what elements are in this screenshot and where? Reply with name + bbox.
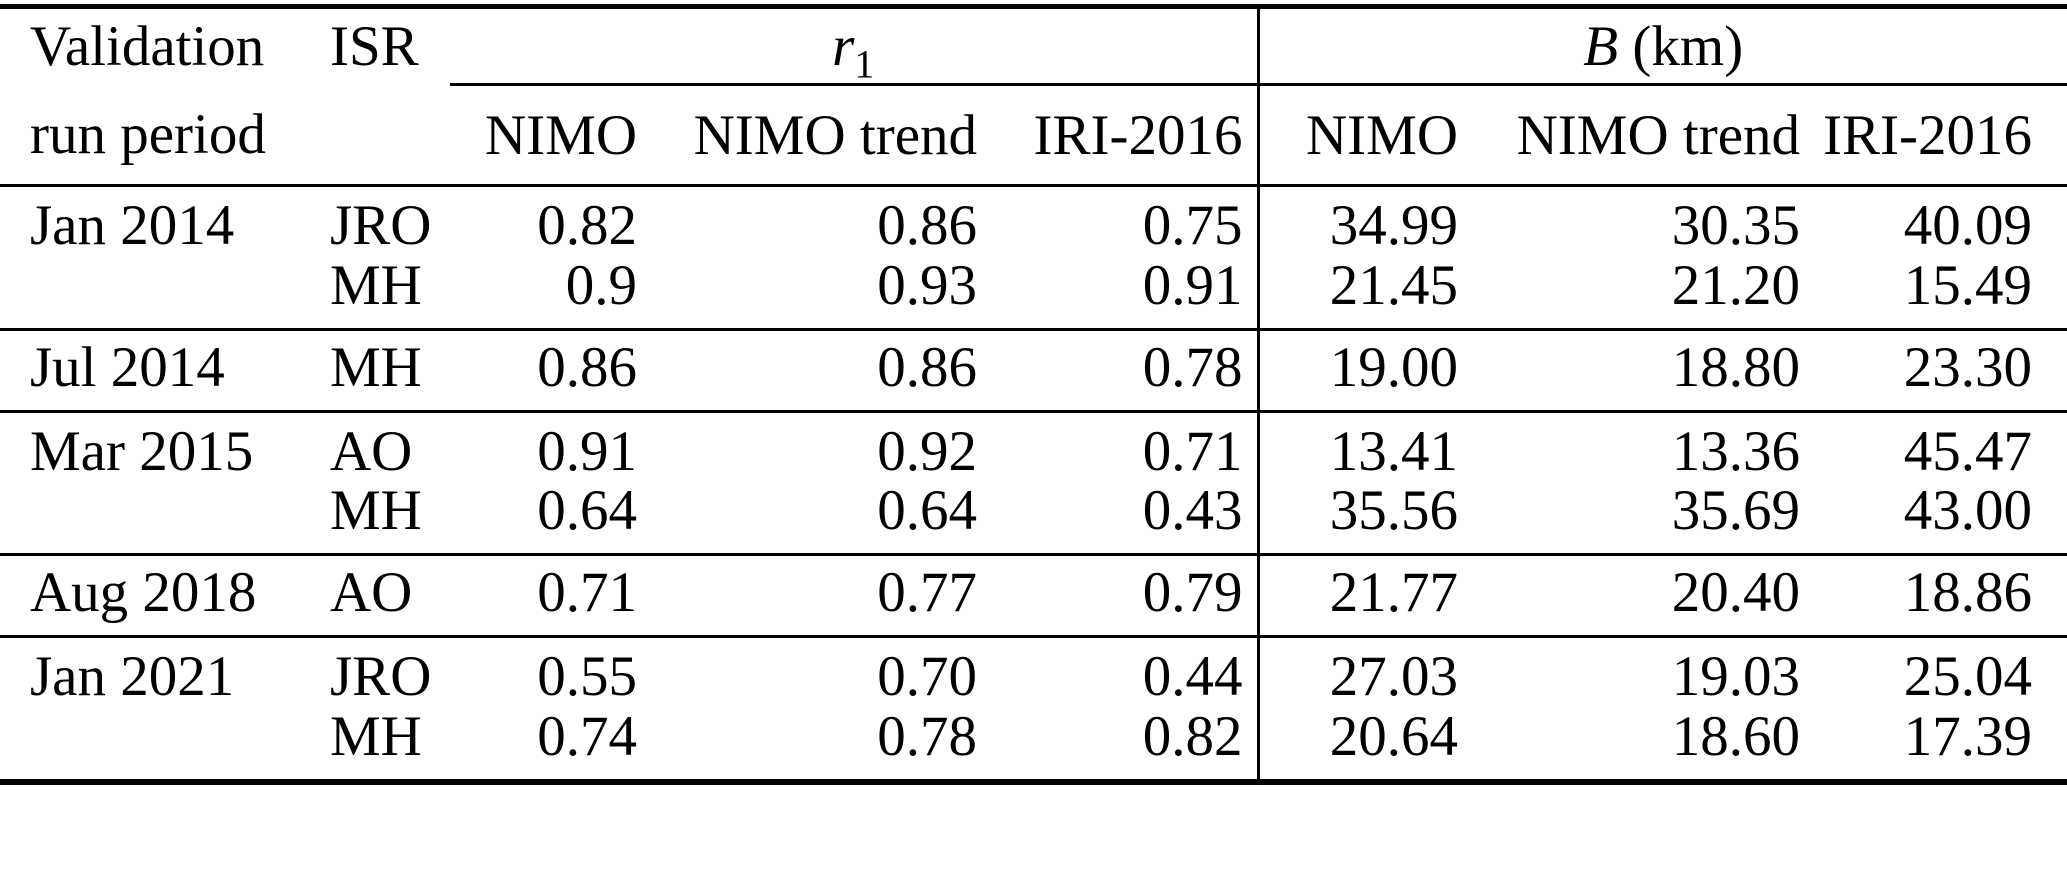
cell-b-iri2016: 40.09	[1903, 194, 2032, 258]
cell-r1-nimo: 0.91	[537, 419, 637, 483]
cell-b-nimo-trend: 21.20	[1461, 256, 1803, 331]
r1-subscript: 1	[854, 40, 875, 86]
table-row-jan2014-jro: Jan 2014 JRO 0.82 0.86 0.75 34.99 30.35 …	[0, 185, 2067, 258]
cell-r1-nimo-trend: 0.86	[640, 329, 980, 413]
cell-r1-iri2016: 0.91	[980, 256, 1258, 331]
cell-r1-nimo: 0.55	[537, 645, 637, 709]
cell-b-nimo: 34.99	[1256, 185, 1461, 257]
cell-r1-nimo: 0.71	[450, 554, 640, 638]
table-row-jan2014-mh: MH 0.9 0.93 0.91 21.45 21.20 15.49	[0, 256, 2067, 331]
header-row-groups: Validation ISR r1 B (km)	[0, 6, 2067, 86]
cell-period: Jan 2014	[30, 194, 235, 258]
cell-isr: JRO	[330, 194, 432, 258]
cell-isr: MH	[330, 256, 450, 331]
cell-r1-nimo-trend: 0.70	[877, 645, 977, 709]
cell-b-nimo-trend: 19.03	[1671, 645, 1800, 709]
cell-r1-nimo: 0.86	[450, 329, 640, 413]
cell-r1-iri2016: 0.82	[980, 707, 1258, 783]
table-body: Jan 2014 JRO 0.82 0.86 0.75 34.99 30.35 …	[0, 185, 2067, 783]
cell-b-nimo: 35.56	[1256, 482, 1461, 556]
cell-period	[0, 707, 330, 783]
cell-r1-nimo-trend: 0.78	[640, 707, 980, 783]
cell-period: Mar 2015	[30, 419, 254, 483]
table-row-jul2014-mh: Jul 2014 MH 0.86 0.86 0.78 19.00 18.80 2…	[0, 329, 2067, 413]
cell-b-iri2016: 43.00	[1803, 482, 2067, 556]
cell-b-nimo-trend: 20.40	[1461, 554, 1803, 638]
cell-b-nimo-trend: 30.35	[1671, 194, 1800, 258]
cell-b-iri2016: 45.47	[1903, 419, 2032, 483]
cell-b-nimo: 27.03	[1256, 636, 1461, 708]
cell-period: Jan 2021	[30, 645, 235, 709]
cell-period	[0, 482, 330, 556]
cell-period: Aug 2018	[0, 554, 330, 638]
cell-isr: AO	[330, 554, 450, 638]
cell-isr: JRO	[330, 645, 432, 709]
table-row-mar2015-mh: MH 0.64 0.64 0.43 35.56 35.69 43.00	[0, 482, 2067, 556]
b-symbol: B	[1583, 14, 1619, 78]
cell-r1-iri2016: 0.43	[980, 482, 1258, 556]
header-b-iri2016: IRI-2016	[1803, 84, 2067, 187]
b-unit: (km)	[1618, 14, 1744, 78]
table-row-jan2021-mh: MH 0.74 0.78 0.82 20.64 18.60 17.39	[0, 707, 2067, 783]
cell-r1-nimo-trend: 0.64	[640, 482, 980, 556]
cell-r1-iri2016: 0.71	[1142, 419, 1243, 483]
cell-b-nimo-trend: 18.80	[1461, 329, 1803, 413]
cell-isr: AO	[330, 419, 413, 483]
header-b-nimo: NIMO	[1256, 84, 1461, 187]
cell-b-nimo: 19.00	[1256, 329, 1461, 413]
cell-r1-nimo-trend: 0.92	[877, 419, 977, 483]
header-validation: Validation	[30, 15, 265, 79]
cell-b-nimo-trend: 13.36	[1671, 419, 1800, 483]
table-row-aug2018-ao: Aug 2018 AO 0.71 0.77 0.79 21.77 20.40 1…	[0, 554, 2067, 638]
cell-b-iri2016: 17.39	[1803, 707, 2067, 783]
cell-b-nimo: 20.64	[1256, 707, 1461, 783]
cell-r1-iri2016: 0.78	[980, 329, 1258, 413]
table-row-jan2021-jro: Jan 2021 JRO 0.55 0.70 0.44 27.03 19.03 …	[0, 636, 2067, 709]
cell-isr: MH	[330, 707, 450, 783]
cell-period	[0, 256, 330, 331]
cell-r1-nimo: 0.74	[450, 707, 640, 783]
cell-b-iri2016: 18.86	[1803, 554, 2067, 638]
cell-r1-iri2016: 0.75	[1142, 194, 1243, 258]
cell-r1-nimo: 0.82	[537, 194, 637, 258]
cell-b-nimo: 13.41	[1256, 411, 1461, 482]
header-group-r1: r1	[450, 6, 1258, 86]
header-row-subcols: run period NIMO NIMO trend IRI-2016 NIMO…	[0, 84, 2067, 187]
cell-b-iri2016: 25.04	[1903, 645, 2032, 709]
r1-symbol: r	[832, 14, 855, 78]
header-r1-nimo-trend: NIMO trend	[640, 84, 980, 187]
cell-b-nimo: 21.77	[1256, 554, 1461, 638]
header-b-nimo-trend: NIMO trend	[1461, 84, 1803, 187]
cell-b-nimo-trend: 18.60	[1461, 707, 1803, 783]
validation-results-table: Validation ISR r1 B (km) run period NIMO…	[0, 4, 2067, 785]
cell-r1-nimo-trend: 0.77	[640, 554, 980, 638]
cell-isr: MH	[330, 329, 450, 413]
header-r1-nimo: NIMO	[450, 84, 640, 187]
header-isr: ISR	[330, 15, 419, 79]
table-header: Validation ISR r1 B (km) run period NIMO…	[0, 6, 2067, 187]
cell-r1-iri2016: 0.44	[1142, 645, 1243, 709]
cell-r1-nimo-trend: 0.93	[640, 256, 980, 331]
header-group-b-km: B (km)	[1256, 6, 2067, 86]
cell-r1-iri2016: 0.79	[980, 554, 1258, 638]
cell-b-iri2016: 23.30	[1803, 329, 2067, 413]
header-r1-iri2016: IRI-2016	[980, 84, 1258, 187]
cell-b-iri2016: 15.49	[1803, 256, 2067, 331]
header-isr-spacer	[330, 84, 450, 187]
cell-r1-nimo-trend: 0.86	[877, 194, 977, 258]
header-run-period: run period	[0, 84, 330, 187]
cell-b-nimo-trend: 35.69	[1461, 482, 1803, 556]
cell-r1-nimo: 0.64	[450, 482, 640, 556]
cell-period: Jul 2014	[0, 329, 330, 413]
cell-b-nimo: 21.45	[1256, 256, 1461, 331]
cell-isr: MH	[330, 482, 450, 556]
cell-r1-nimo: 0.9	[450, 256, 640, 331]
table-row-mar2015-ao: Mar 2015 AO 0.91 0.92 0.71 13.41 13.36 4…	[0, 411, 2067, 482]
